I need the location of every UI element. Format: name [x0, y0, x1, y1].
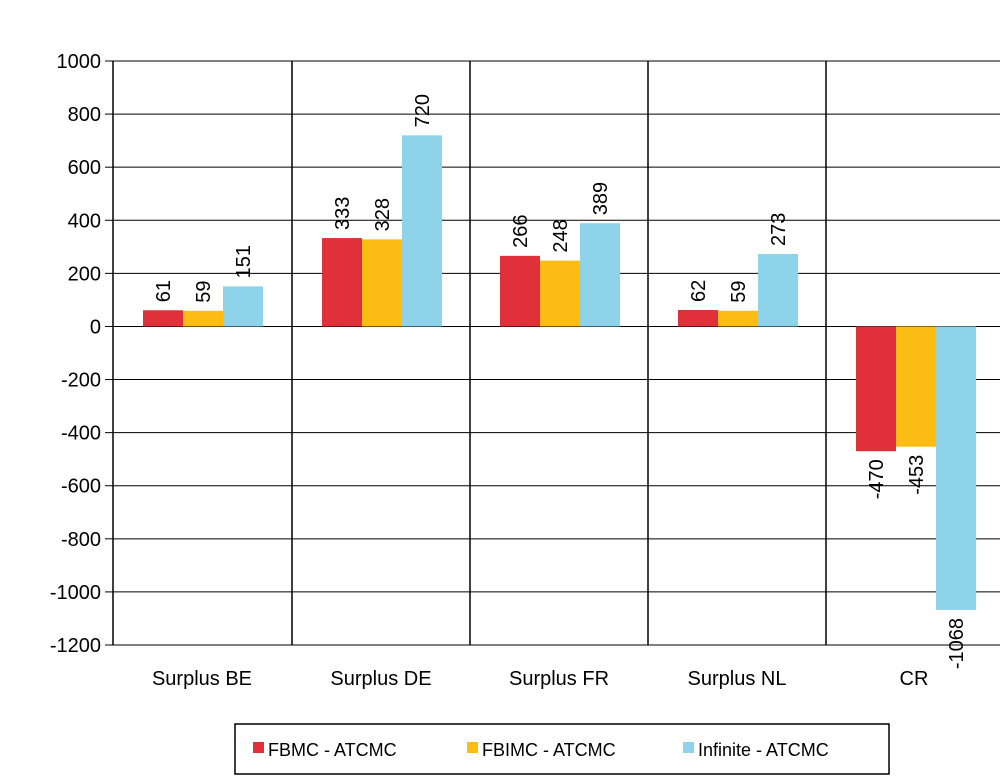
legend-label-fbmc: FBMC - ATCMC	[268, 740, 397, 760]
data-label: 59	[728, 281, 750, 303]
data-label: 151	[233, 245, 255, 278]
bar	[580, 223, 620, 327]
legend: FBMC - ATCMC FBIMC - ATCMC Infinite - AT…	[234, 723, 890, 775]
bar	[936, 326, 976, 610]
bar	[896, 326, 936, 447]
y-tick-label: -600	[61, 476, 101, 498]
data-label: 266	[510, 214, 532, 247]
y-tick-label: -200	[61, 370, 101, 392]
y-tick-label: -1000	[50, 582, 101, 604]
y-tick-label: -400	[61, 423, 101, 445]
category-label: Surplus FR	[509, 668, 609, 690]
y-tick-label: 600	[68, 157, 101, 179]
category-label: Surplus NL	[688, 668, 787, 690]
bar	[183, 310, 223, 327]
axes: 1000 800 600 400 200 0 -200 -400 -600 -800 -1000 -1…	[50, 51, 929, 690]
y-tick-label: 1000	[57, 51, 102, 73]
category-label: CR	[900, 668, 929, 690]
legend-box	[234, 723, 890, 775]
bar	[402, 135, 442, 327]
bar	[143, 310, 183, 327]
category-label: Surplus DE	[330, 668, 431, 690]
data-label: -1068	[946, 618, 968, 669]
y-tick-label: -1200	[50, 635, 101, 657]
data-label: 248	[550, 219, 572, 252]
legend-label-fbimc: FBIMC - ATCMC	[482, 740, 616, 760]
y-tick-label: 800	[68, 104, 101, 126]
data-label: 720	[412, 94, 434, 127]
legend-swatch-fbmc	[253, 742, 264, 753]
bar	[856, 326, 896, 452]
bar	[718, 310, 758, 327]
y-tick-label: 0	[90, 316, 101, 338]
y-tick-label: -800	[61, 529, 101, 551]
data-label: 273	[768, 213, 790, 246]
legend-swatch-fbimc	[467, 742, 478, 753]
data-label: 62	[688, 280, 710, 302]
legend-label-infinite: Infinite - ATCMC	[698, 740, 829, 760]
bar	[223, 286, 263, 327]
category-label: Surplus BE	[152, 668, 252, 690]
bar	[322, 238, 362, 327]
bar	[500, 255, 540, 327]
legend-swatch-infinite	[683, 742, 694, 753]
bar	[540, 260, 580, 327]
bar	[758, 253, 798, 327]
data-label: -453	[906, 455, 928, 495]
y-tick-label: 400	[68, 210, 101, 232]
bars	[143, 135, 976, 610]
bar	[362, 239, 402, 327]
data-label: 59	[193, 281, 215, 303]
y-tick-label: 200	[68, 263, 101, 285]
data-label: 61	[153, 280, 175, 302]
data-label: -470	[866, 459, 888, 499]
data-label: 328	[372, 198, 394, 231]
data-label: 333	[332, 197, 354, 230]
data-labels: 61 333 266 62 -470 59 328 248 59 -453 151 720 389 273…	[153, 94, 968, 669]
data-label: 389	[590, 182, 612, 215]
bar	[678, 309, 718, 327]
